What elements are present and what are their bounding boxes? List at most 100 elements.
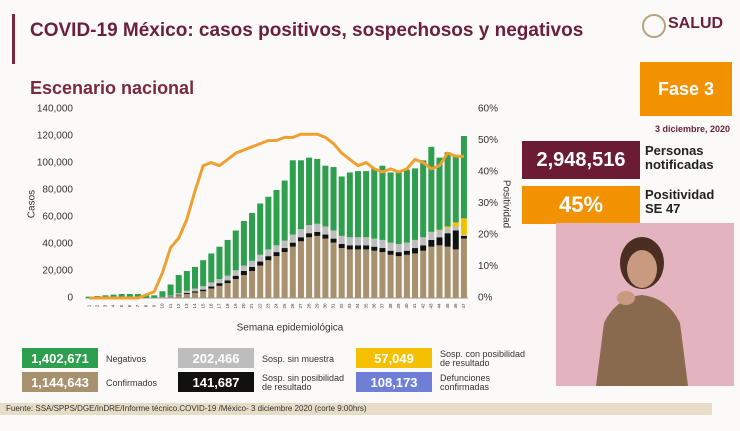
bar-segment [436, 237, 443, 246]
bar-segment [420, 245, 427, 251]
x-tick-label: 26 [290, 303, 295, 309]
bar-segment [346, 172, 353, 238]
bar-segment [428, 231, 435, 240]
bar-segment [395, 172, 402, 244]
bar-segment [460, 238, 467, 298]
bar-segment [192, 292, 199, 298]
bar-segment [297, 229, 304, 238]
bar-segment [175, 295, 182, 298]
bar-segment [183, 271, 190, 291]
x-tick-label: 31 [331, 303, 336, 309]
y2-axis-title: Positividad [500, 180, 511, 228]
bar-segment [289, 242, 296, 247]
x-tick-label: 23 [266, 303, 271, 309]
y2-tick-label: 0% [478, 293, 493, 304]
x-tick-label: 34 [355, 303, 360, 309]
bar-segment [371, 168, 378, 239]
bar-segment [183, 292, 190, 294]
x-tick-label: 39 [396, 303, 401, 309]
bar-segment [322, 226, 329, 235]
bar-segment [338, 235, 345, 244]
x-tick-label: 12 [176, 303, 181, 309]
bar-segment [216, 246, 223, 280]
bar-segment [412, 168, 419, 240]
bar-segment [273, 252, 280, 257]
bar-segment [265, 196, 272, 250]
bar-segment [281, 240, 288, 249]
bar-segment [460, 235, 467, 239]
x-tick-label: 14 [192, 303, 197, 309]
x-tick-label: 13 [184, 303, 189, 309]
legend-label: Sosp. con posibilidad de resultado [440, 349, 526, 368]
y2-tick-label: 40% [478, 167, 498, 178]
bar-segment [387, 250, 394, 255]
x-tick-label: 7 [135, 304, 140, 307]
x-tick-label: 5 [119, 304, 124, 307]
bar-segment [216, 283, 223, 286]
bar-segment [297, 237, 304, 242]
bar-segment [192, 266, 199, 289]
x-tick-label: 1 [86, 304, 91, 307]
bar-segment [151, 295, 158, 298]
x-tick-label: 2 [94, 304, 99, 307]
x-tick-label: 11 [168, 303, 173, 308]
x-tick-label: 32 [339, 303, 344, 309]
bar-segment [240, 271, 247, 276]
bar-segment [322, 165, 329, 227]
x-tick-label: 33 [347, 303, 352, 309]
x-tick-label: 38 [388, 303, 393, 309]
bar-segment [460, 234, 467, 236]
bar-segment [330, 167, 337, 231]
x-tick-label: 29 [314, 303, 319, 309]
y-tick-label: 120,000 [37, 131, 74, 142]
bar-segment [281, 252, 288, 298]
x-tick-label: 20 [241, 303, 246, 309]
legend-label: Sosp. sin posibilidad de resultado [262, 373, 345, 392]
bar-segment [167, 295, 174, 297]
bar-segment [412, 253, 419, 298]
bar-segment [379, 165, 386, 240]
bar-segment [460, 218, 467, 235]
x-tick-label: 18 [225, 303, 230, 309]
bar-segment [403, 169, 410, 243]
bar-segment [224, 283, 231, 298]
bar-segment [346, 245, 353, 250]
bar-segment [444, 226, 451, 228]
bar-segment [306, 225, 313, 234]
bar-segment [273, 190, 280, 246]
bar-segment [314, 158, 321, 224]
y-tick-label: 100,000 [37, 158, 74, 169]
footer-band [0, 403, 712, 415]
bar-segment [387, 254, 394, 298]
legend-total: 108,173 [356, 372, 432, 392]
positivity-box: 45% [522, 186, 640, 224]
x-tick-label: 35 [363, 303, 368, 309]
bar-segment [403, 254, 410, 298]
legend-total: 57,049 [356, 348, 432, 368]
x-tick-label: 15 [200, 303, 205, 309]
bar-segment [314, 223, 321, 232]
bar-segment [249, 260, 256, 267]
x-tick-label: 16 [208, 303, 213, 309]
bar-segment [208, 253, 215, 283]
interpreter-figure [596, 237, 688, 386]
bar-segment [249, 271, 256, 298]
bar-segment [126, 293, 133, 298]
bar-segment [436, 229, 443, 231]
legend-label: Confirmados [106, 377, 158, 388]
bar-segment [208, 286, 215, 289]
bar-segment [338, 176, 345, 236]
x-tick-label: 36 [371, 303, 376, 309]
bar-segment [428, 146, 435, 232]
bar-segment [306, 237, 313, 298]
bar-segment [216, 279, 223, 284]
bar-segment [208, 288, 215, 298]
bar-segment [363, 237, 370, 246]
x-tick-label: 10 [160, 303, 165, 309]
bar-segment [436, 245, 443, 298]
bar-segment [240, 275, 247, 298]
bar-segment [428, 246, 435, 298]
